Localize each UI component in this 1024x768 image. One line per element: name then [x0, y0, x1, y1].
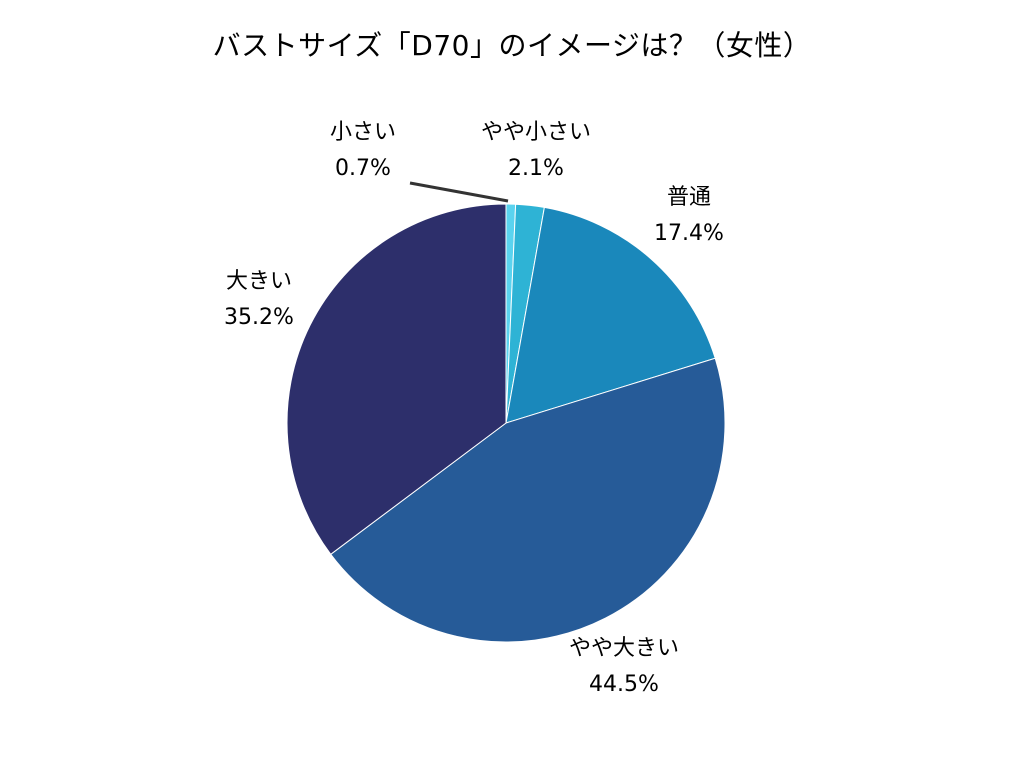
pie-slice-3	[505, 206, 716, 424]
slice-value-label: 44.5%	[589, 672, 659, 697]
pie-slice-4	[330, 357, 726, 643]
leader-line-1	[409, 181, 509, 203]
slice-value-label: 17.4%	[654, 221, 724, 246]
slice-value-label: 35.2%	[224, 305, 294, 330]
slice-category-label: 大きい	[226, 269, 292, 294]
slice-category-label: 普通	[667, 185, 711, 210]
slice-category-label: やや大きい	[569, 636, 679, 661]
slice-value-label: 0.7%	[335, 156, 391, 181]
labels-layer: 小さい 0.7% やや小さい 2.1% 普通 17.4% やや大きい 44.5% 大きい 35.2…	[224, 120, 724, 697]
pie-slice-5	[286, 203, 507, 556]
slice-category-label: やや小さい	[481, 120, 591, 145]
chart-title: バストサイズ「D70」のイメージは？（女性）	[212, 29, 812, 62]
slices-layer	[286, 203, 726, 643]
slice-category-label: 小さい	[330, 120, 396, 145]
slice-value-label: 2.1%	[508, 156, 564, 181]
leader-lines	[409, 181, 509, 203]
